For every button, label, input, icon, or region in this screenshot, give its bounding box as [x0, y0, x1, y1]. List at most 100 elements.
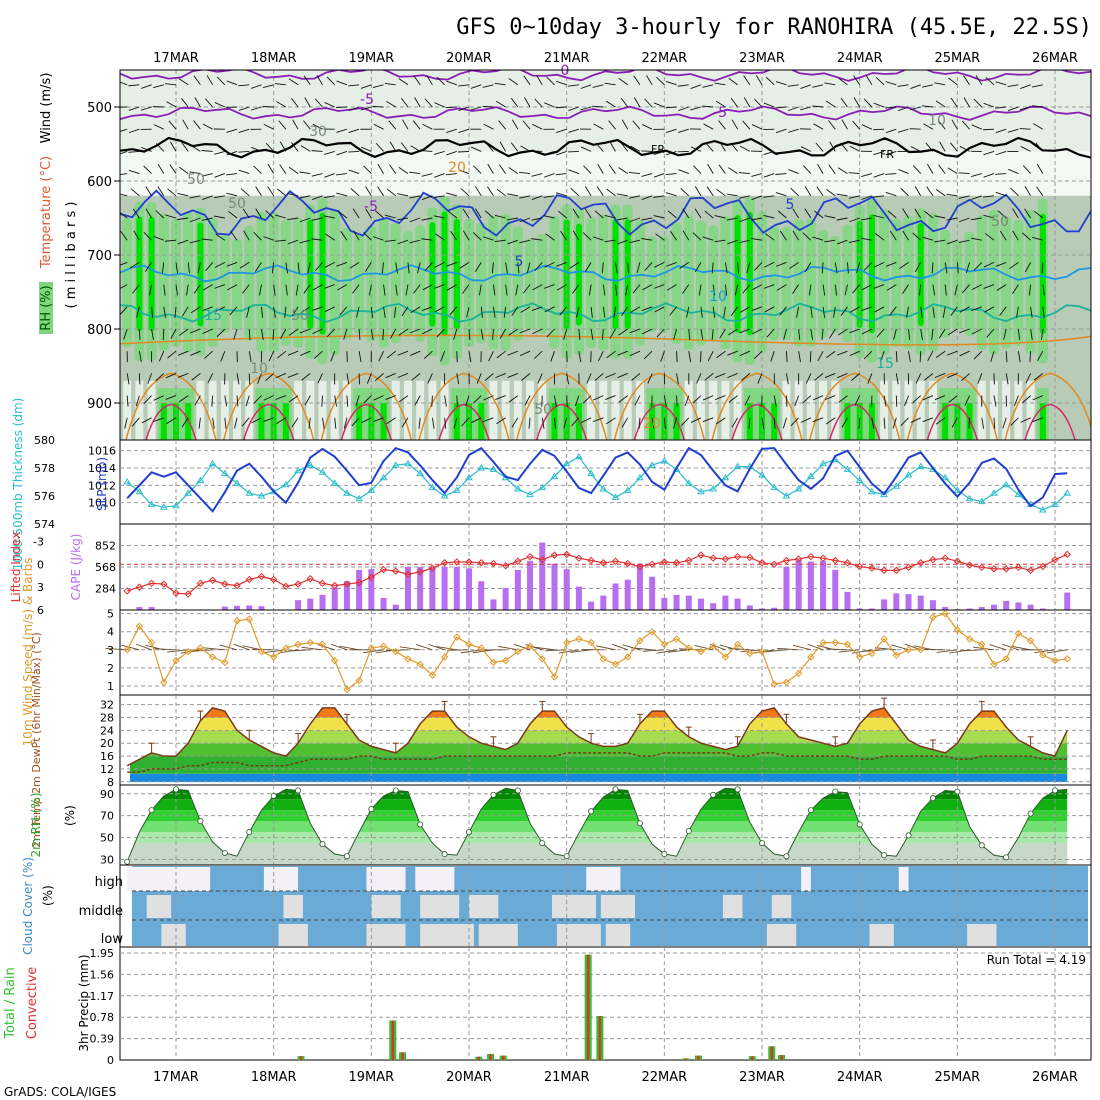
wind-barb — [765, 233, 775, 241]
wind-barb — [458, 128, 470, 133]
wind-barb — [956, 262, 959, 274]
lifted-index-point — [904, 563, 913, 572]
wind-barb — [812, 417, 824, 423]
rh-point — [441, 851, 448, 858]
wind-barb — [849, 217, 860, 223]
wind-barb — [373, 395, 384, 401]
wind-barb — [678, 128, 689, 133]
thickness-point — [575, 452, 583, 460]
top-date-label: 24MAR — [837, 51, 883, 66]
wind-barb — [446, 80, 457, 86]
wind-barb — [224, 417, 227, 429]
boundary-layer-dry — [599, 380, 608, 440]
boundary-layer-dry — [635, 380, 644, 440]
wind-barb — [761, 417, 765, 429]
wind-barb — [653, 173, 665, 178]
wind-barb — [824, 239, 836, 243]
boundary-layer-dry — [123, 380, 132, 440]
boundary-layer-dry — [782, 380, 791, 440]
wind-speed-point — [1039, 651, 1047, 659]
wind-barb — [453, 328, 458, 340]
moist-column — [525, 238, 536, 331]
cape-bar — [331, 587, 338, 610]
wind-barb — [912, 165, 922, 174]
cape-bar — [1003, 600, 1010, 610]
wind-barb — [860, 217, 872, 221]
wind-barb — [459, 262, 470, 269]
wind-barb — [274, 239, 286, 242]
thickness-point — [880, 490, 888, 498]
wind-barb — [214, 306, 226, 313]
moist-column — [549, 216, 560, 349]
wind-barb — [959, 217, 970, 223]
cape-bar — [575, 586, 582, 610]
wind-speed-point — [245, 615, 253, 623]
wind-barb — [301, 373, 311, 381]
rh-point — [392, 787, 399, 794]
rh-point — [490, 791, 497, 798]
wind-barb — [1042, 306, 1045, 318]
wind-barb — [431, 417, 435, 429]
wind-barb — [550, 351, 555, 362]
wind-barb — [703, 123, 714, 130]
wind-barb — [311, 173, 323, 177]
boundary-layer-saturation — [942, 403, 949, 440]
temperature-label: 2m Temp 2m DewPt (6hr Min/Max) (°C) — [30, 632, 43, 848]
lifted-index-point — [221, 580, 229, 588]
rh-point — [368, 806, 375, 813]
boundary-layer-dry — [709, 380, 718, 440]
wind-barb — [873, 102, 885, 108]
wind-barb — [1019, 128, 1031, 130]
wind-barb — [885, 261, 897, 267]
wind-speed-point — [575, 635, 583, 643]
wind-barb — [475, 186, 482, 197]
wind-barb — [814, 210, 824, 219]
wind-barb — [804, 186, 812, 197]
wind-barb — [586, 373, 592, 384]
pressure-tick-label: 500 — [87, 101, 112, 116]
wind-barb — [278, 120, 287, 130]
wind-barb — [581, 417, 592, 424]
bottom-date-label: 19MAR — [348, 1070, 394, 1085]
wind-barb — [405, 284, 409, 296]
wind-barb — [543, 173, 555, 178]
wind-barb — [618, 328, 628, 336]
wind-barb — [909, 128, 921, 130]
surface-barb — [1046, 649, 1068, 654]
wind-barb — [450, 230, 458, 241]
wind-barb — [716, 350, 726, 359]
wind-barb — [618, 395, 628, 403]
wind-speed-point — [172, 656, 180, 665]
boundary-layer-dry — [135, 380, 144, 440]
wind-barb — [748, 417, 751, 429]
wind-barb — [193, 284, 201, 294]
wind-barb — [212, 417, 215, 429]
wind-barb — [995, 106, 1007, 109]
lifted-index-point — [807, 552, 815, 561]
rh-point — [783, 853, 790, 860]
wind-barb — [555, 192, 567, 197]
cape-bar — [661, 597, 668, 610]
cape-bar — [795, 560, 802, 610]
wind-barb — [824, 372, 836, 378]
lifted-index-point — [697, 551, 705, 559]
wind-barb — [1033, 123, 1044, 130]
wind-barb — [617, 350, 628, 356]
wind-barb — [213, 195, 225, 199]
cape-tick-label: 568 — [95, 561, 116, 574]
rh-point — [295, 787, 302, 794]
thickness-point — [440, 492, 449, 499]
wind-barb — [909, 106, 921, 111]
wind-barb — [202, 123, 213, 130]
wind-barb — [716, 188, 726, 197]
boundary-layer-dry — [294, 380, 303, 440]
boundary-layer-dry — [819, 380, 828, 440]
surface-barb — [807, 643, 824, 651]
wind-barb — [788, 169, 799, 175]
wind-barb — [233, 328, 238, 340]
wind-barb — [810, 306, 813, 318]
wind-barb — [177, 217, 189, 221]
wind-barb — [143, 165, 152, 174]
thickness-point — [404, 459, 412, 467]
wind-barb — [262, 106, 274, 108]
